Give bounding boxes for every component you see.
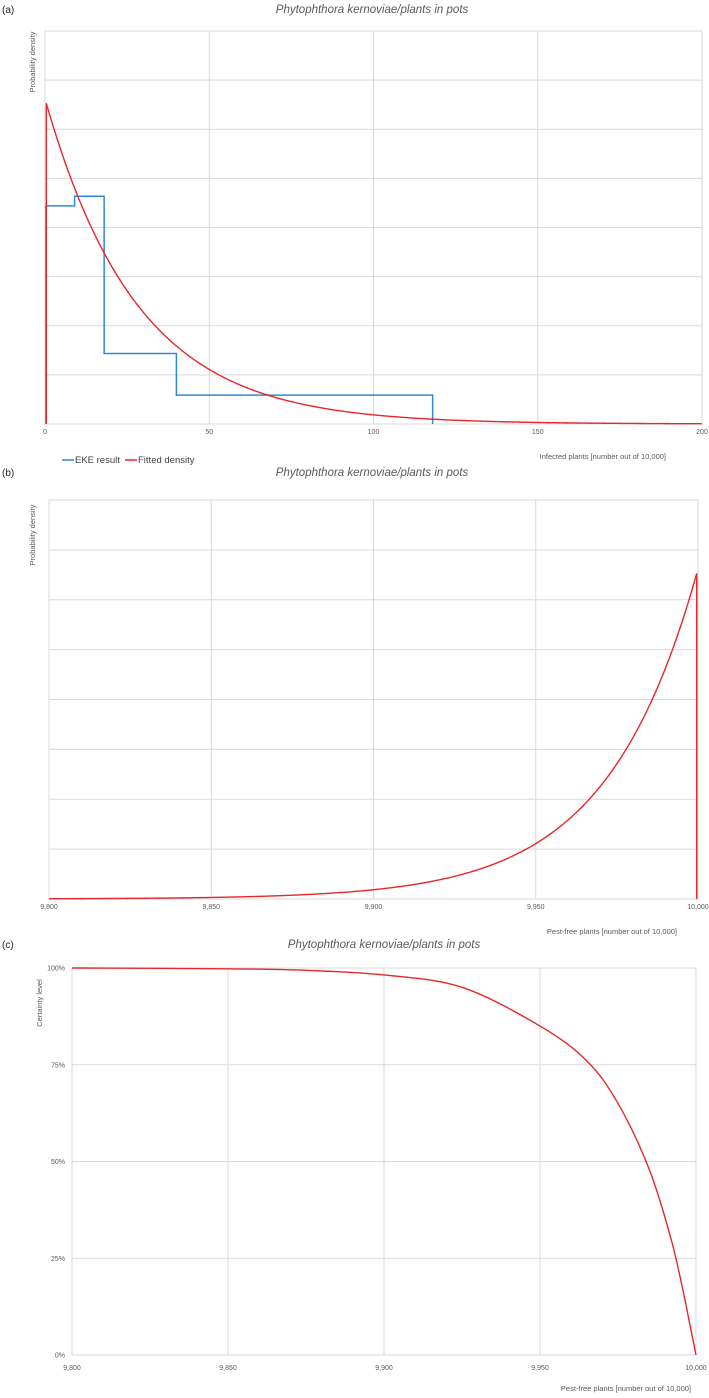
x-tick-label: 10,000 [687, 904, 709, 911]
y-axis-title-c: Certainty level [35, 979, 44, 1027]
fitted-density-curve [45, 103, 702, 425]
x-tick-label: 10,000 [685, 1365, 707, 1372]
x-tick-label: 9,900 [375, 1365, 393, 1372]
x-tick-label: 150 [532, 429, 544, 436]
y-tick-label: 100% [47, 966, 65, 973]
panel-c: (c) Phytophthora kernoviae/plants in pot… [2, 939, 707, 1393]
x-tick-label: 9,800 [40, 904, 58, 911]
x-tick-label: 9,950 [531, 1365, 549, 1372]
x-tick-label: 50 [205, 429, 213, 436]
y-axis-title-b: Probability density [28, 504, 37, 565]
panel-label-a: (a) [2, 5, 14, 16]
x-tick-label: 100 [368, 429, 380, 436]
panel-b: (b) Phytophthora kernoviae/plants in pot… [2, 467, 709, 936]
legend-a: EKE result Fitted density [62, 455, 195, 466]
x-tick-label: 9,950 [527, 904, 545, 911]
x-tick-label: 9,850 [219, 1365, 237, 1372]
chart-title-a: Phytophthora kernoviae/plants in pots [276, 4, 469, 16]
panel-label-b: (b) [2, 468, 14, 479]
x-axis-title-a: Infected plants [number out of 10,000] [540, 452, 666, 461]
chart-title-c: Phytophthora kernoviae/plants in pots [288, 939, 481, 951]
x-axis-title-b: Pest-free plants [number out of 10,000] [547, 927, 677, 936]
eke-step-line [45, 195, 434, 424]
legend-label-eke: EKE result [75, 455, 120, 466]
panel-label-c: (c) [2, 940, 14, 951]
pest-free-density-curve [48, 573, 698, 900]
x-tick-label: 0 [43, 429, 47, 436]
chart-title-b: Phytophthora kernoviae/plants in pots [276, 467, 469, 479]
certainty-curve [71, 967, 697, 1356]
legend-label-fitted: Fitted density [138, 455, 195, 466]
x-axis-title-c: Pest-free plants [number out of 10,000] [561, 1384, 691, 1393]
x-tick-label: 9,850 [202, 904, 220, 911]
y-tick-label: 0% [55, 1353, 65, 1360]
x-tick-label: 9,800 [63, 1365, 81, 1372]
x-tick-label: 200 [696, 429, 708, 436]
x-tick-label: 9,900 [365, 904, 383, 911]
y-tick-label: 25% [51, 1256, 65, 1263]
y-tick-label: 75% [51, 1062, 65, 1069]
y-axis-title-a: Probability density [28, 31, 37, 92]
y-tick-label: 50% [51, 1159, 65, 1166]
panel-a: (a) Phytophthora kernoviae/plants in pot… [2, 4, 708, 466]
